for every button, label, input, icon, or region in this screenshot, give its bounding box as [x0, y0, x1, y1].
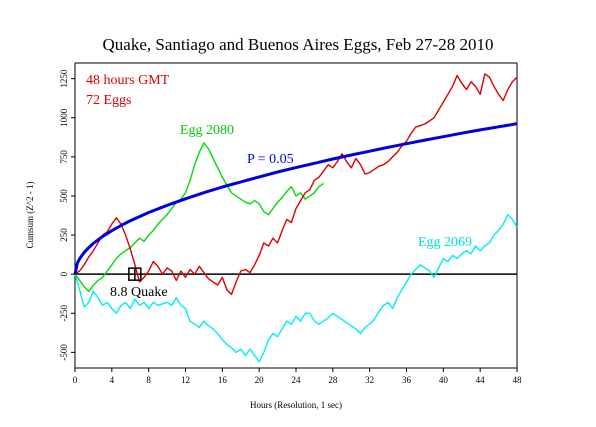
x-tick-label: 48 [513, 375, 523, 385]
series-layer [73, 73, 518, 363]
eggs-label: 72 Eggs [86, 93, 132, 108]
y-tick-label: 1000 [59, 108, 69, 127]
y-tick-label: -500 [59, 344, 69, 361]
series-main-line [74, 73, 518, 296]
y-tick-label: -250 [59, 305, 69, 322]
y-tick-label: 750 [59, 150, 69, 164]
quake-label: 8.8 Quake [110, 285, 168, 300]
y-tick-label: 1250 [59, 69, 69, 88]
egg-2069-label: Egg 2069 [418, 235, 472, 250]
x-tick-label: 8 [146, 375, 151, 385]
y-axis: -500 -250 0 250 500 750 1000 1250 [59, 69, 75, 361]
x-tick-label: 0 [73, 375, 78, 385]
series-envelope-line [73, 122, 518, 275]
egg-2080-label: Egg 2080 [180, 123, 234, 138]
hours-label: 48 hours GMT [86, 73, 170, 88]
x-tick-label: 16 [218, 375, 228, 385]
x-tick-label: 28 [328, 375, 338, 385]
x-tick-label: 24 [292, 375, 302, 385]
x-tick-label: 36 [402, 375, 412, 385]
x-tick-label: 40 [439, 375, 449, 385]
chart-title: Quake, Santiago and Buenos Aires Eggs, F… [103, 35, 494, 54]
y-tick-label: 250 [59, 228, 69, 242]
x-axis-label: Hours (Resolution, 1 sec) [250, 400, 342, 410]
x-tick-label: 12 [181, 375, 190, 385]
x-tick-label: 44 [476, 375, 486, 385]
y-axis-label: Cumsum (Z^2 - 1) [25, 182, 35, 249]
y-tick-label: 0 [59, 271, 69, 276]
series-egg2069-line [74, 213, 518, 363]
y-tick-label: 500 [59, 189, 69, 203]
x-axis: 0 4 8 12 16 20 24 28 32 36 40 44 48 [73, 368, 522, 385]
p-value-label: P = 0.05 [247, 152, 294, 167]
quake-marker-group [128, 267, 142, 281]
plot-area [73, 62, 518, 369]
x-tick-label: 32 [365, 375, 374, 385]
x-tick-label: 4 [110, 375, 115, 385]
x-tick-label: 20 [255, 375, 265, 385]
series-egg2080-line [74, 142, 324, 293]
